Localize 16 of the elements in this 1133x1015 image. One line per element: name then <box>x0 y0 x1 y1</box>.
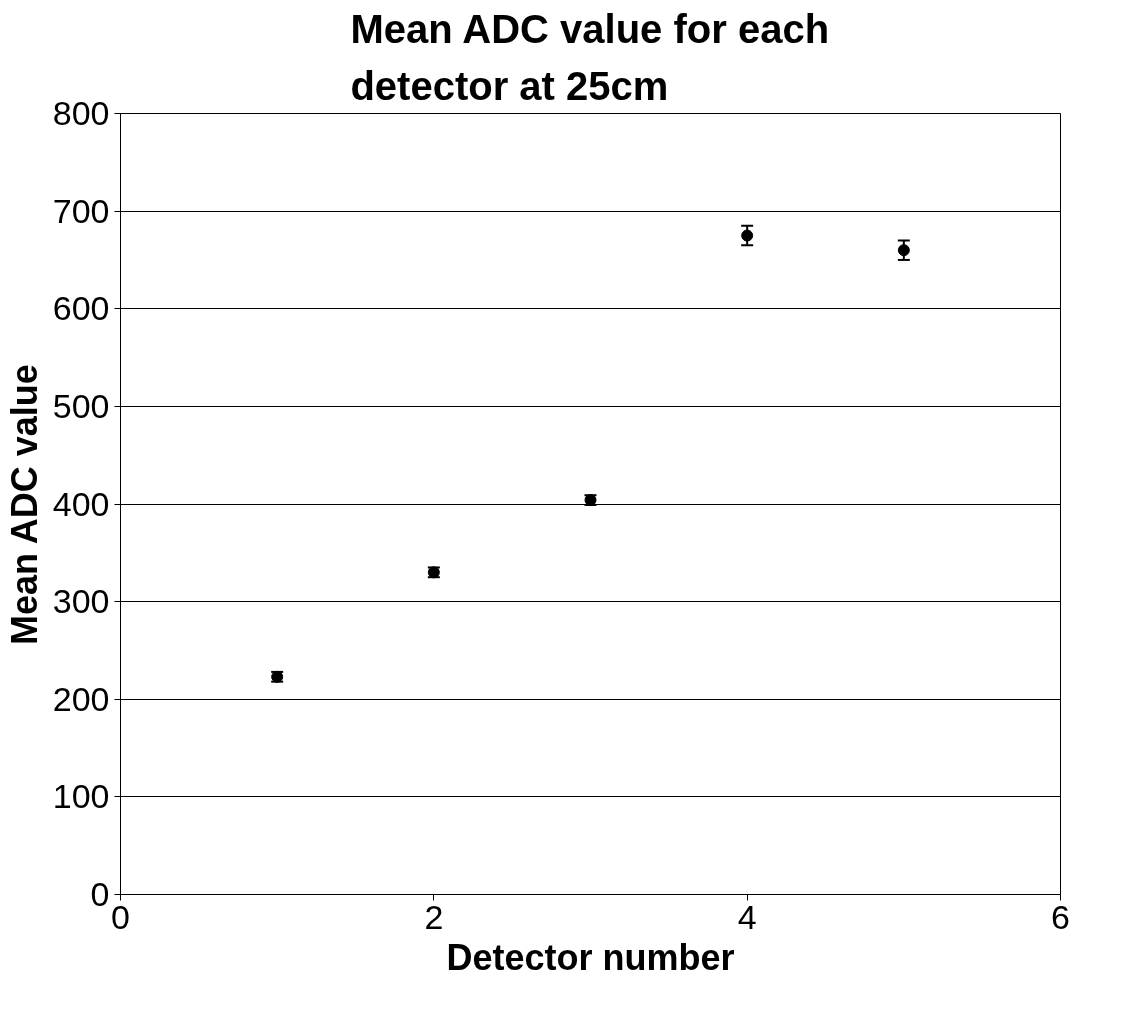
y-tick-label: 400 <box>52 484 110 523</box>
point <box>897 244 910 257</box>
y-tick-label: 100 <box>52 777 110 816</box>
x-axis-title: Detector number <box>446 936 735 978</box>
y-tick-label: 500 <box>52 386 110 425</box>
y-tick-label: 300 <box>52 582 110 621</box>
y-tick-label: 200 <box>52 679 110 718</box>
y-tick-label: 800 <box>52 94 110 132</box>
x-tick-label: 2 <box>424 897 444 936</box>
x-tick-label: 4 <box>737 897 757 936</box>
y-axis-title: Mean ADC value <box>3 364 45 646</box>
y-tick-label: 600 <box>52 289 110 328</box>
chart-title: Mean ADC value for each detector at 25cm <box>350 7 830 109</box>
x-tick-label: 6 <box>1051 897 1070 936</box>
y-tick-label: 700 <box>52 191 110 230</box>
point <box>741 229 754 242</box>
